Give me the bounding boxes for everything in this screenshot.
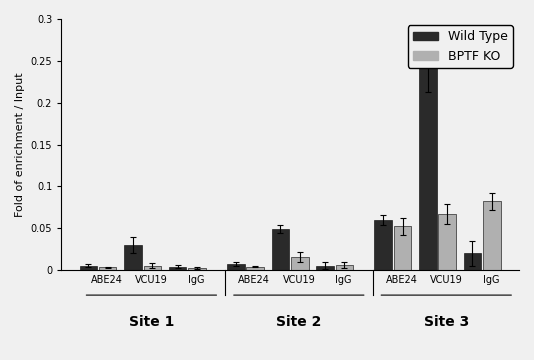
Bar [80, 266, 97, 270]
Bar [394, 226, 411, 270]
Bar [227, 264, 245, 270]
Legend: Wild Type, BPTF KO: Wild Type, BPTF KO [408, 25, 513, 68]
Bar [438, 214, 456, 270]
Bar [189, 268, 206, 270]
Bar [124, 245, 142, 270]
Bar [316, 266, 334, 270]
Bar [374, 220, 392, 270]
Bar [419, 63, 437, 270]
Bar [291, 257, 309, 270]
Bar [169, 267, 186, 270]
Bar [483, 201, 500, 270]
Bar [464, 253, 481, 270]
Bar [99, 267, 116, 270]
Text: Site 3: Site 3 [423, 315, 469, 329]
Bar [272, 229, 289, 270]
Bar [247, 267, 264, 270]
Text: Site 1: Site 1 [129, 315, 174, 329]
Text: Site 2: Site 2 [276, 315, 321, 329]
Bar [336, 265, 353, 270]
Y-axis label: Fold of enrichment / Input: Fold of enrichment / Input [15, 72, 25, 217]
Bar [144, 266, 161, 270]
